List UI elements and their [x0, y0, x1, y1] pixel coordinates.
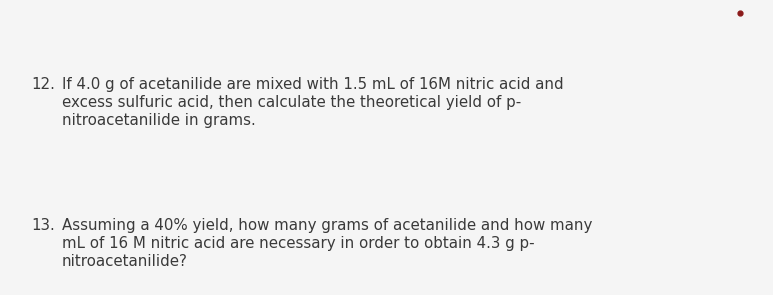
Text: Assuming a 40% yield, how many grams of acetanilide and how many
mL of 16 M nitr: Assuming a 40% yield, how many grams of …	[62, 218, 592, 269]
Text: 12.: 12.	[31, 77, 55, 92]
Text: 13.: 13.	[31, 218, 55, 233]
Text: If 4.0 g of acetanilide are mixed with 1.5 mL of 16M nitric acid and
excess sulf: If 4.0 g of acetanilide are mixed with 1…	[62, 77, 564, 128]
